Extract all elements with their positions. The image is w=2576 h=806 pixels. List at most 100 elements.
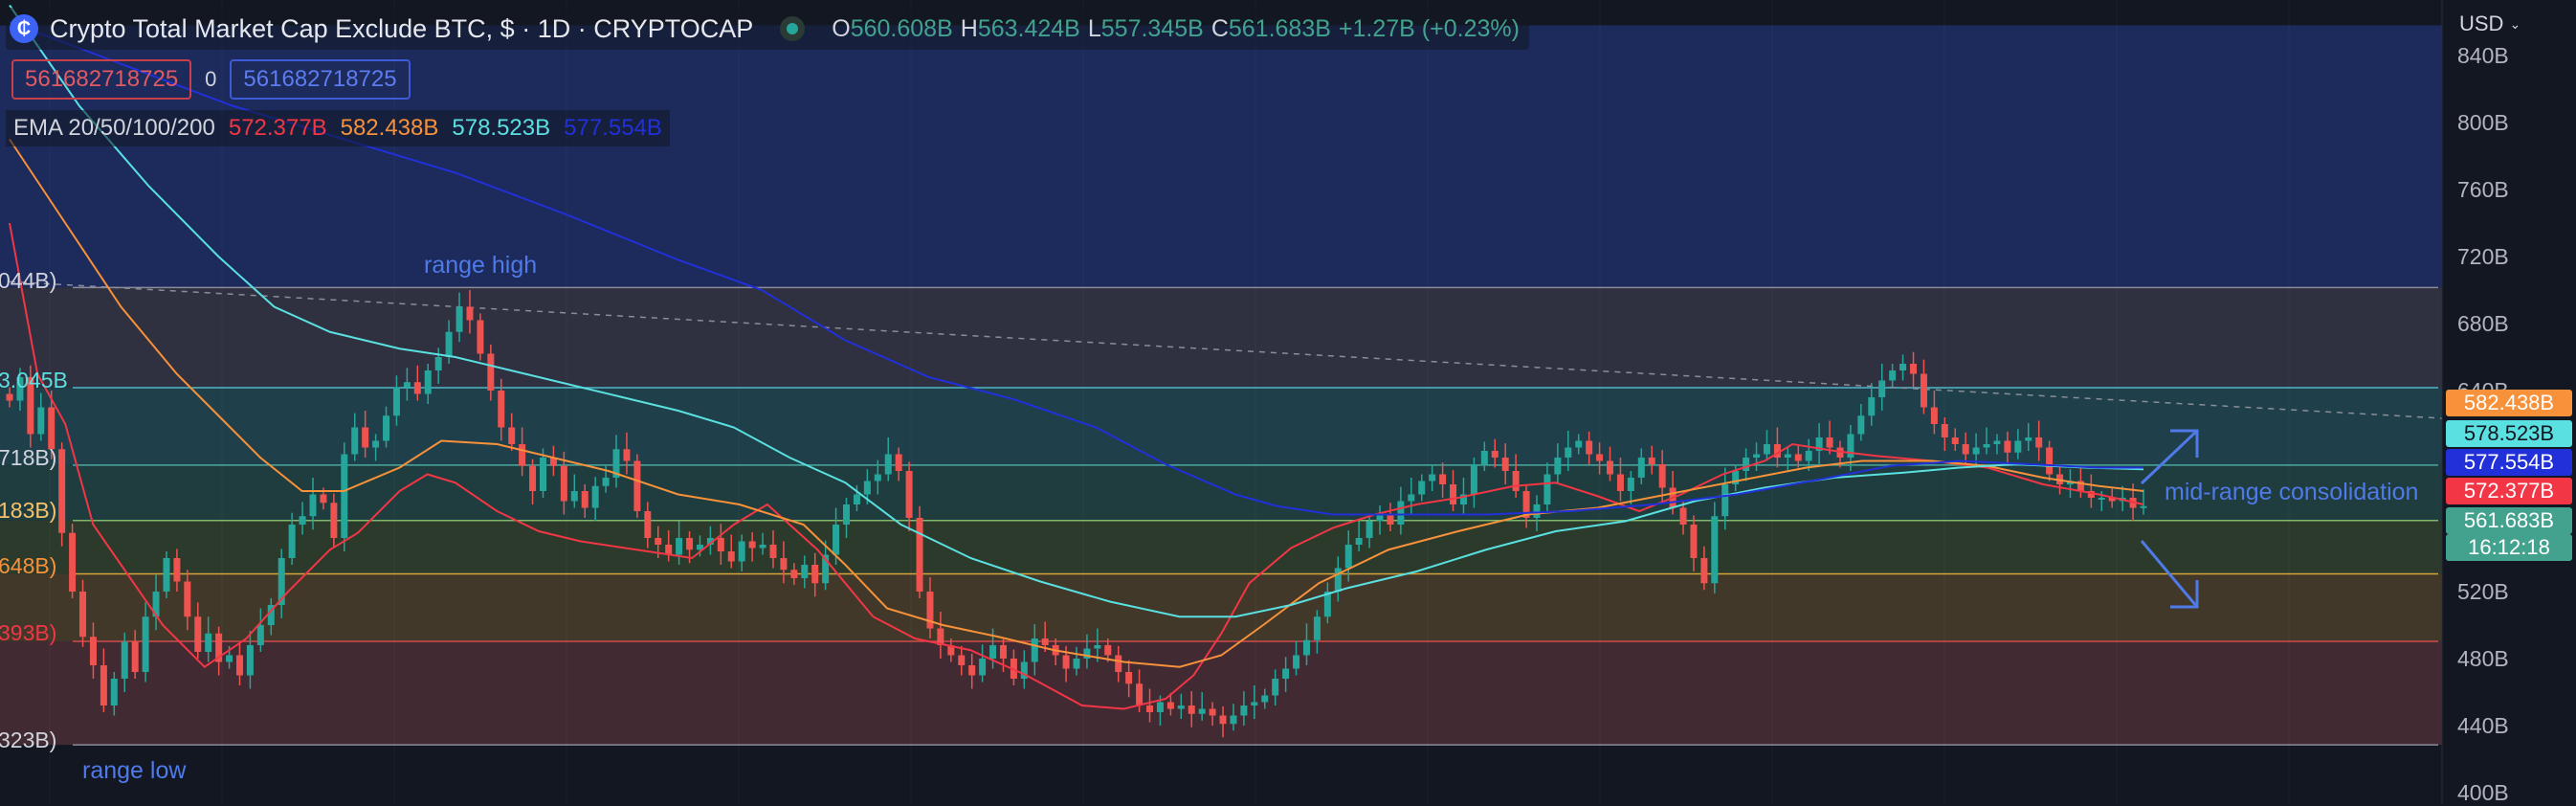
currency-selector[interactable]: USD ⌄ (2459, 11, 2520, 36)
candle-body (633, 460, 641, 511)
candle-body (37, 407, 45, 435)
close-value: 561.683B (1228, 14, 1331, 42)
candle-body (1836, 447, 1844, 458)
left-axis-label: 044B) (0, 268, 57, 293)
ema-line-0[interactable] (9, 222, 2144, 710)
buy-value-box[interactable]: 561682718725 (230, 59, 411, 100)
price-tag: 572.377B (2446, 478, 2572, 504)
candle-body (288, 525, 296, 558)
candle-body (549, 458, 557, 466)
price-axis-tick: 440B (2457, 713, 2509, 738)
candle-body (1219, 715, 1227, 725)
candle-body (1794, 454, 1802, 461)
candle-body (1355, 538, 1363, 545)
candle-body (79, 592, 87, 638)
candle-body (602, 478, 610, 486)
zone-4 (0, 520, 2442, 574)
candle-body (822, 554, 830, 584)
zone-0 (0, 25, 2442, 288)
candle-body (801, 565, 809, 578)
candle-body (1418, 481, 1426, 495)
symbol-title[interactable]: Crypto Total Market Cap Exclude BTC, $ ·… (50, 13, 754, 43)
candle-body (173, 558, 181, 582)
candle-body (1700, 558, 1708, 584)
chevron-down-icon: ⌄ (2509, 15, 2521, 32)
candle-body (1470, 464, 1477, 495)
candle-body (863, 481, 871, 495)
candle-body (1637, 458, 1645, 478)
candle-body (48, 407, 56, 450)
candle-body (110, 679, 118, 705)
candle-body (163, 558, 170, 592)
bearish-arrow-icon[interactable] (2140, 540, 2199, 609)
price-axis-tick: 680B (2457, 311, 2509, 336)
candle-body (434, 357, 442, 370)
candle-body (2098, 498, 2105, 500)
candle-body (676, 538, 683, 555)
candle-body (466, 306, 474, 321)
candle-body (591, 485, 599, 508)
candle-body (1910, 364, 1918, 374)
zone-level-lines (73, 286, 2438, 746)
candle-body (142, 616, 149, 672)
candle-body (392, 387, 400, 416)
candle-body (89, 637, 97, 665)
sell-value-box[interactable]: 561682718725 (11, 59, 192, 100)
bullish-arrow-icon[interactable] (2140, 429, 2199, 485)
ema-line-1[interactable] (9, 138, 2144, 668)
crypto-cap-logo-icon: ₵ (10, 14, 38, 43)
candle-body (1439, 474, 1447, 484)
ema-line-3[interactable] (9, 21, 2143, 516)
candle-body (2108, 498, 2116, 502)
candle-body (696, 545, 703, 550)
candle-body (1062, 655, 1070, 669)
left-axis-label: 393B) (0, 620, 57, 645)
candle-body (362, 427, 369, 448)
candle-body (790, 570, 798, 578)
candle-body (6, 393, 13, 401)
candle-body (655, 538, 662, 545)
market-status-icon[interactable] (780, 16, 806, 41)
candle-body (1387, 514, 1394, 525)
candle-body (644, 511, 652, 538)
candle-body (372, 440, 380, 448)
candle-body (1512, 471, 1520, 491)
ohlc-readout: O560.608B H563.424B L557.345B C561.683B … (832, 15, 1520, 43)
candle-body (895, 454, 902, 471)
candle-body (487, 353, 495, 391)
candle-body (1261, 695, 1269, 703)
candle-body (226, 655, 233, 662)
candle-body (100, 665, 107, 705)
candle-body (194, 616, 202, 652)
price-tag: 582.438B (2446, 390, 2572, 416)
candle-body (1408, 494, 1415, 502)
candle-body (330, 503, 338, 538)
candle-body (1930, 407, 1938, 424)
candle-body (529, 465, 537, 491)
candle-body (1586, 440, 1593, 455)
candle-body (843, 504, 851, 525)
candle-body (1376, 514, 1384, 522)
ema-legend[interactable]: EMA 20/50/100/200 572.377B 582.438B 578.… (6, 110, 670, 146)
candle-body (299, 516, 306, 525)
candle-body (1993, 440, 2001, 444)
candle-body (1575, 440, 1583, 448)
candle-body (727, 551, 735, 562)
candle-body (1972, 447, 1980, 455)
price-tag: 577.554B (2446, 449, 2572, 476)
candle-body (1156, 702, 1164, 712)
candle-body (1302, 639, 1310, 656)
candle-body (759, 545, 766, 549)
candle-body (706, 538, 714, 545)
candle-body (884, 454, 892, 475)
high-key: H (960, 14, 978, 42)
price-tag: 561.683B (2446, 507, 2572, 534)
candle-body (1763, 444, 1770, 455)
candle-body (477, 320, 484, 354)
currency-label: USD (2459, 11, 2504, 35)
candle-body (968, 665, 976, 676)
candle-body (1784, 454, 1791, 458)
candle-body (455, 306, 463, 332)
candle-body (1899, 364, 1907, 370)
